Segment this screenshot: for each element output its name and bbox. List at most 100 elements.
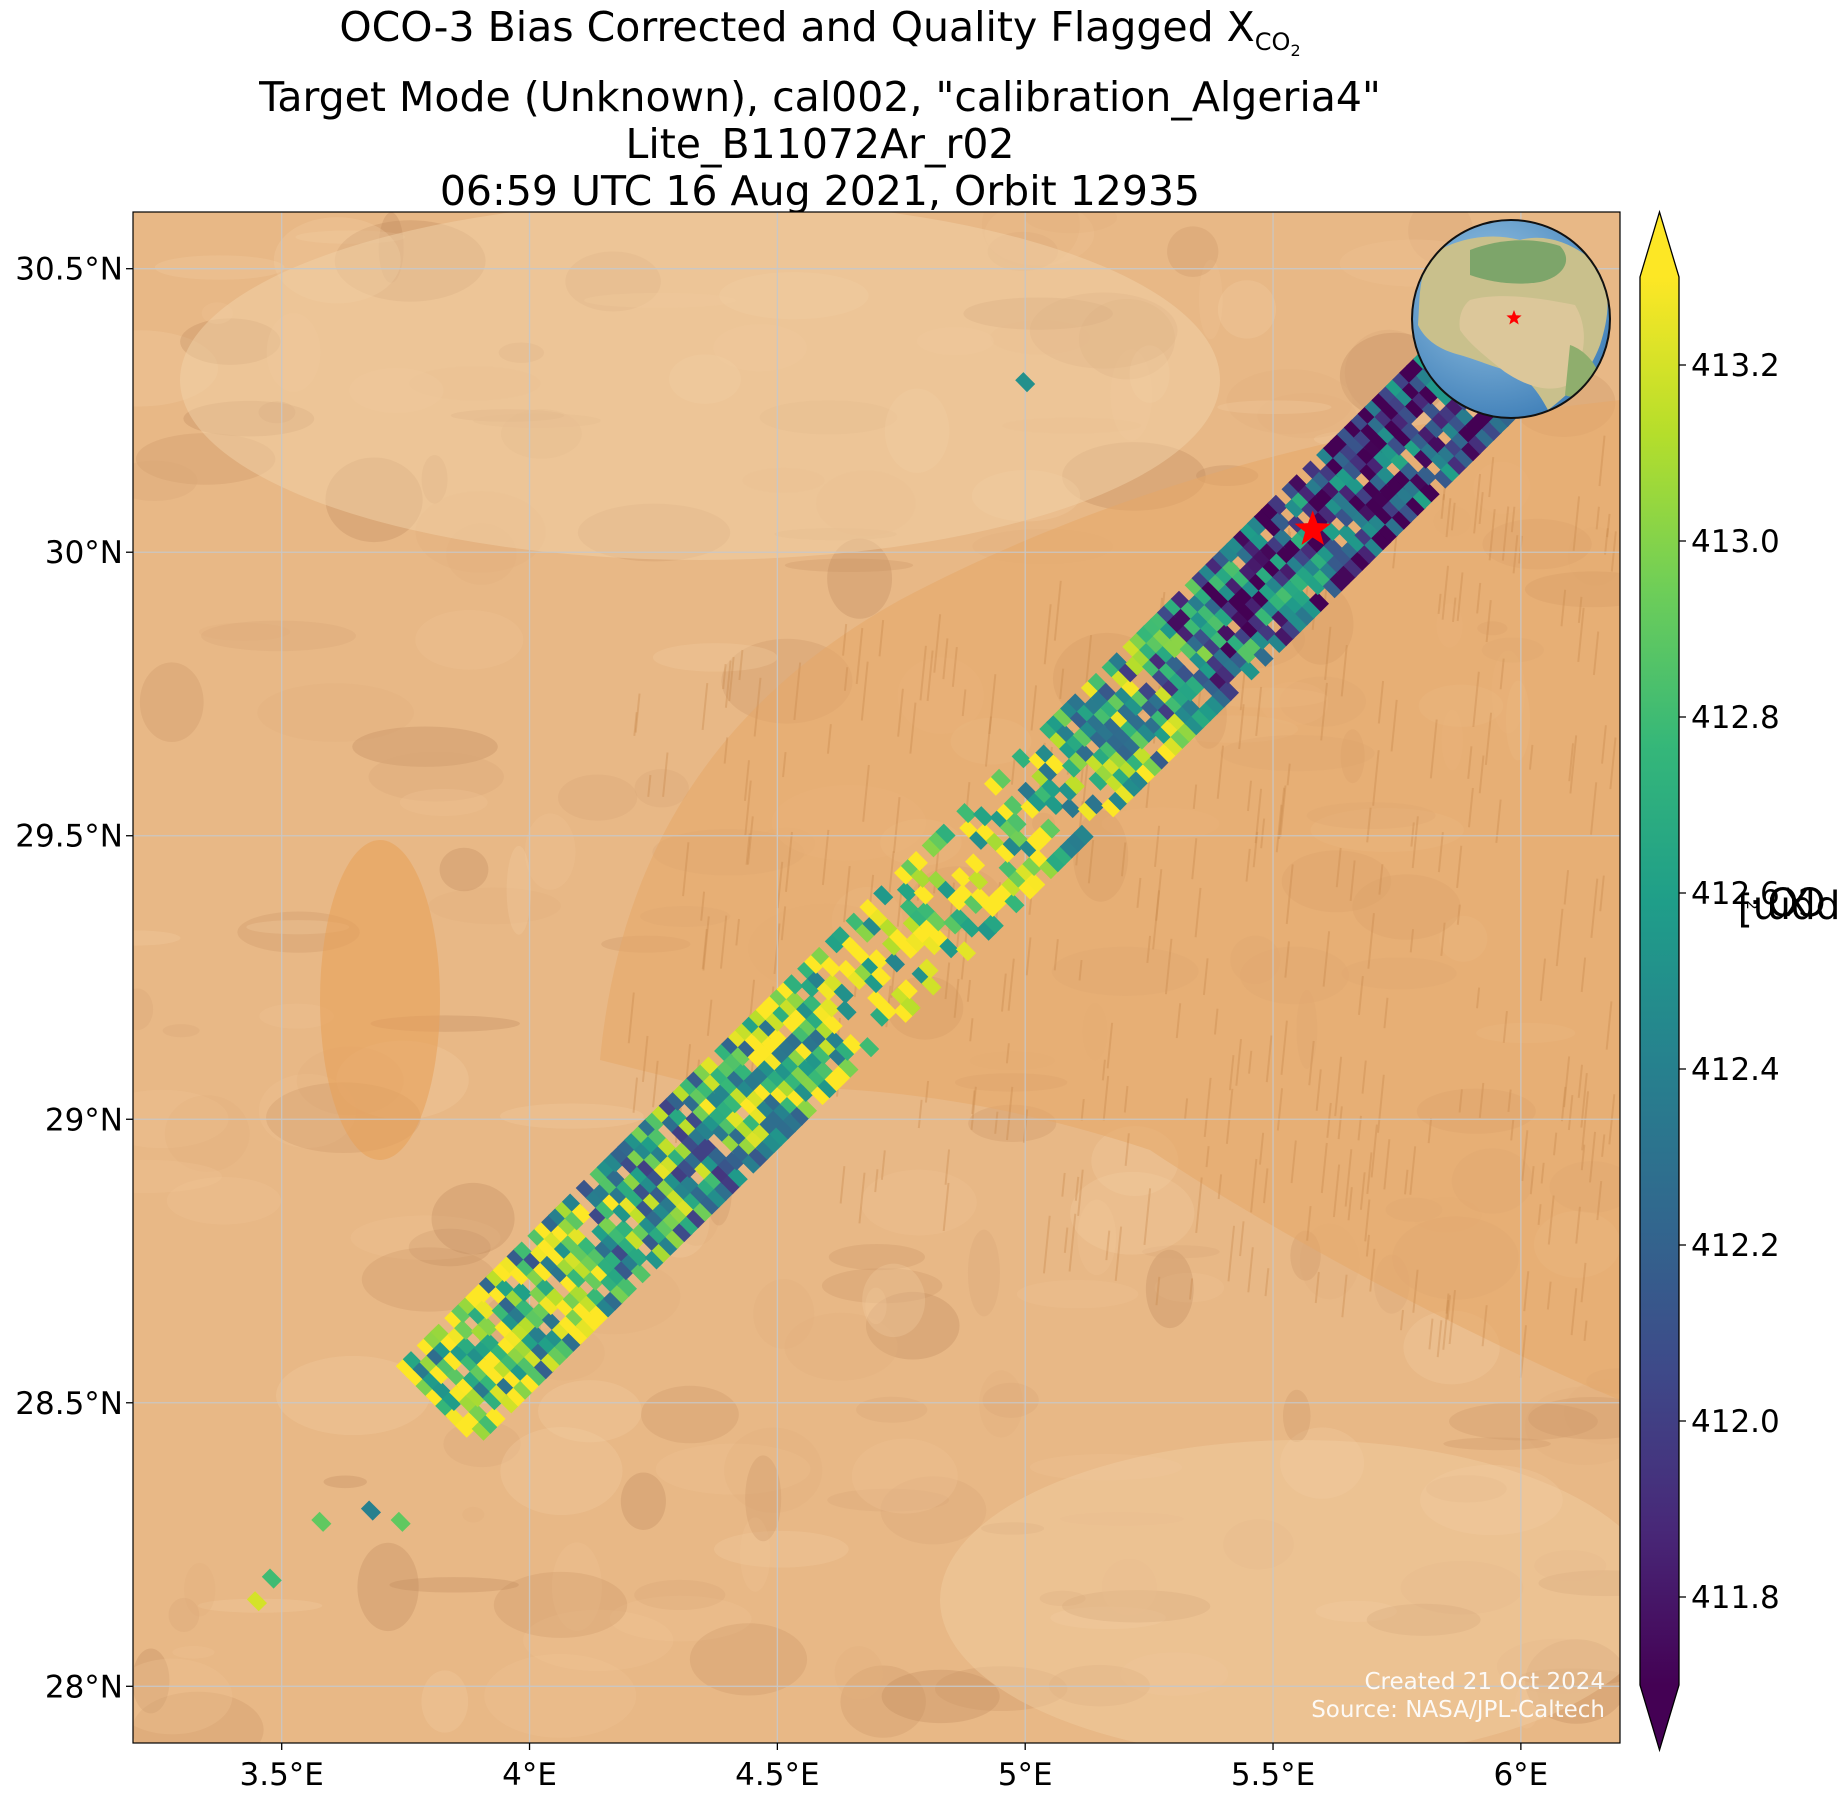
globe-sahara [1459, 296, 1584, 389]
dune-ridge [1279, 785, 1287, 837]
xco2-sounding [893, 1002, 914, 1023]
xco2-sounding [956, 941, 977, 962]
terrain-patch [753, 1279, 815, 1349]
dune-ridge [1155, 1276, 1161, 1306]
terrain-patch [609, 1595, 752, 1642]
dune-ridge [1085, 634, 1093, 683]
dune-ridge [1320, 1142, 1328, 1194]
plateau-highlight [180, 212, 1220, 560]
xco2-sounding [443, 1350, 464, 1371]
terrain-patch [821, 1268, 943, 1304]
terrain-patch [183, 1562, 216, 1617]
dune-ridge [1484, 712, 1493, 766]
map-plot-area[interactable] [61, 183, 1673, 1768]
xco2-sounding [921, 837, 942, 858]
xco2-sounding [969, 829, 990, 850]
dune-ridge [1235, 1038, 1243, 1086]
dune-ridge [1335, 847, 1342, 888]
terrain-patch [1016, 1279, 1139, 1309]
xco2-sounding [831, 1064, 852, 1085]
colorbar-tick-label: 412.2 [1691, 1228, 1780, 1264]
terrain-patch [246, 920, 350, 935]
dune-ridge [1357, 1115, 1362, 1141]
xco2-sounding [1357, 543, 1378, 564]
xco2-sounding [1038, 761, 1059, 782]
colorbar-outline [1639, 209, 1680, 1753]
terrain-patch [865, 1287, 887, 1325]
dune-ridge [896, 893, 903, 927]
map-frame [132, 211, 1621, 1744]
dune-ridge [784, 831, 793, 892]
xco2-sounding [1018, 879, 1039, 900]
terrain-patch [979, 1370, 1024, 1438]
xco2-sounding [1045, 754, 1066, 775]
colorbar-tick-label: 412.4 [1691, 1052, 1780, 1088]
xco2-sounding [960, 917, 981, 938]
terrain-patch [745, 1455, 782, 1542]
xco2-sounding [727, 1167, 748, 1188]
dune-ridge [722, 663, 727, 690]
dune-ridge [933, 614, 942, 673]
xco2-sounding [1488, 413, 1509, 434]
dune-ridge [1580, 957, 1587, 993]
dune-ridge [1306, 1205, 1312, 1241]
dune-ridge [1501, 506, 1510, 561]
xco2-sounding [509, 1265, 530, 1286]
xco2-sounding [568, 1324, 589, 1345]
dune-ridge [701, 682, 709, 731]
xco2-sounding [1274, 626, 1295, 647]
colorbar-tick-label: 412.6 [1691, 876, 1780, 912]
xco2-sounding [1025, 872, 1046, 893]
terrain-patch [350, 1215, 501, 1260]
xco2-sounding [658, 1235, 679, 1256]
xco2-sounding [554, 1338, 575, 1359]
xco2-sounding [1405, 495, 1426, 516]
xco2-sounding [990, 768, 1011, 789]
xco2-sounding [596, 1297, 617, 1318]
dune-ridge [1059, 668, 1065, 699]
xco2-sounding [1020, 798, 1041, 819]
map-gridlines [133, 212, 1620, 1743]
xco2-sounding [693, 1201, 714, 1222]
dune-ridge [1153, 825, 1161, 867]
xco2-sounding [1219, 542, 1240, 563]
xco2-sounding [897, 979, 918, 1000]
xco2-sounding [686, 1208, 707, 1229]
terrain-patch [462, 1506, 485, 1523]
terrain-patch [133, 930, 181, 946]
dune-ridge [1537, 1204, 1542, 1225]
xco2-sounding [1433, 468, 1454, 489]
dune-ridge [994, 1111, 999, 1134]
terrain-patch [982, 1382, 1039, 1418]
dune-ridge [919, 645, 927, 701]
xco2-sounding [566, 1267, 587, 1288]
xco2-sounding [1001, 876, 1022, 897]
xco2-sounding [1398, 405, 1419, 426]
dune-ridge [1238, 704, 1245, 750]
dune-ridge [1120, 842, 1127, 877]
xco2-sounding [720, 1174, 741, 1195]
dune-ridge [1499, 658, 1505, 690]
terrain-patch [1029, 1453, 1183, 1481]
lon-tick-label: 4.5°E [735, 1757, 819, 1793]
terrain-patch [655, 1443, 811, 1495]
xco2-sounding [1061, 757, 1082, 778]
xco2-sounding [926, 911, 947, 932]
dune-ridge [1440, 494, 1446, 519]
xco2-sounding [614, 1260, 635, 1281]
dune-ridge [826, 724, 832, 754]
dune-ridge [1250, 1158, 1258, 1213]
xco2-sounding [603, 1290, 624, 1311]
dune-ridge [860, 661, 869, 721]
xco2-sounding [454, 1417, 475, 1438]
xco2-sounding [1364, 537, 1385, 558]
terrain-patch [500, 1427, 623, 1516]
xco2-sounding [980, 897, 1001, 918]
dune-ridge [1555, 908, 1564, 967]
terrain-patch [827, 1488, 950, 1512]
dune-ridge [1502, 1010, 1508, 1043]
dune-ridge [951, 646, 958, 687]
dune-ridge [1106, 1022, 1114, 1069]
dune-ridge [1450, 502, 1456, 531]
xco2-sounding [1454, 448, 1475, 469]
